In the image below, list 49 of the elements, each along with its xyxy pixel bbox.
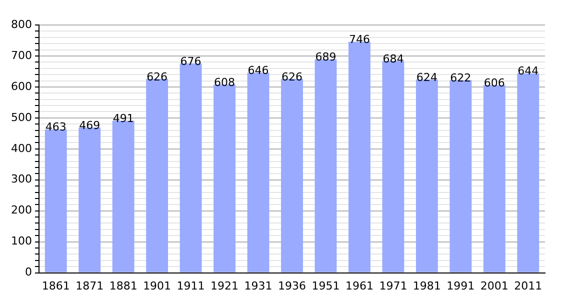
bar xyxy=(450,80,472,272)
data-label: 646 xyxy=(248,64,269,78)
x-tick-label: 1991 xyxy=(446,279,475,292)
data-label: 624 xyxy=(416,70,438,84)
y-tick-label: 800 xyxy=(10,18,32,31)
data-label: 469 xyxy=(79,118,100,132)
data-label: 676 xyxy=(180,54,202,68)
x-tick-label: 1911 xyxy=(176,279,205,292)
data-label: 606 xyxy=(484,76,505,90)
x-tick-label: 2011 xyxy=(514,279,542,292)
y-tick-label: 0 xyxy=(24,266,32,279)
data-label: 644 xyxy=(518,64,539,78)
y-tick-label: 400 xyxy=(10,142,32,155)
x-tick-label: 1901 xyxy=(143,279,172,292)
y-tick-label: 300 xyxy=(10,172,32,186)
data-label: 463 xyxy=(45,120,66,134)
x-tick-label: 1861 xyxy=(42,279,70,292)
x-tick-label: 1931 xyxy=(244,279,272,292)
data-label: 746 xyxy=(348,33,370,46)
bar xyxy=(517,73,540,272)
x-tick-label: 1961 xyxy=(345,279,374,292)
x-tick-label: 1981 xyxy=(412,279,441,292)
y-tick-label: 200 xyxy=(10,204,32,217)
data-label: 608 xyxy=(214,76,236,89)
x-tick-label: 1971 xyxy=(379,279,408,292)
data-label: 491 xyxy=(112,112,134,126)
x-tick-label: 1881 xyxy=(109,279,138,292)
x-tick-label: 1936 xyxy=(278,279,306,292)
x-tick-label: 1921 xyxy=(210,279,239,292)
bar xyxy=(416,80,438,272)
data-label: 689 xyxy=(315,50,336,64)
y-tick-label: 700 xyxy=(10,48,32,62)
y-tick-label: 100 xyxy=(10,234,32,248)
bar xyxy=(314,59,337,272)
data-label: 626 xyxy=(146,70,168,84)
data-label: 626 xyxy=(282,70,302,84)
bar xyxy=(44,129,67,272)
x-tick-label: 1951 xyxy=(312,279,340,292)
x-tick-label: 2001 xyxy=(480,279,508,292)
data-label: 684 xyxy=(382,52,404,66)
bar xyxy=(348,42,370,272)
bar xyxy=(78,128,101,272)
bar xyxy=(483,85,506,272)
x-tick-label: 1871 xyxy=(76,279,104,292)
data-label: 622 xyxy=(450,71,472,84)
bar xyxy=(247,72,270,272)
bar xyxy=(112,120,134,272)
y-tick-label: 600 xyxy=(10,80,32,93)
y-tick-label: 500 xyxy=(10,110,32,124)
